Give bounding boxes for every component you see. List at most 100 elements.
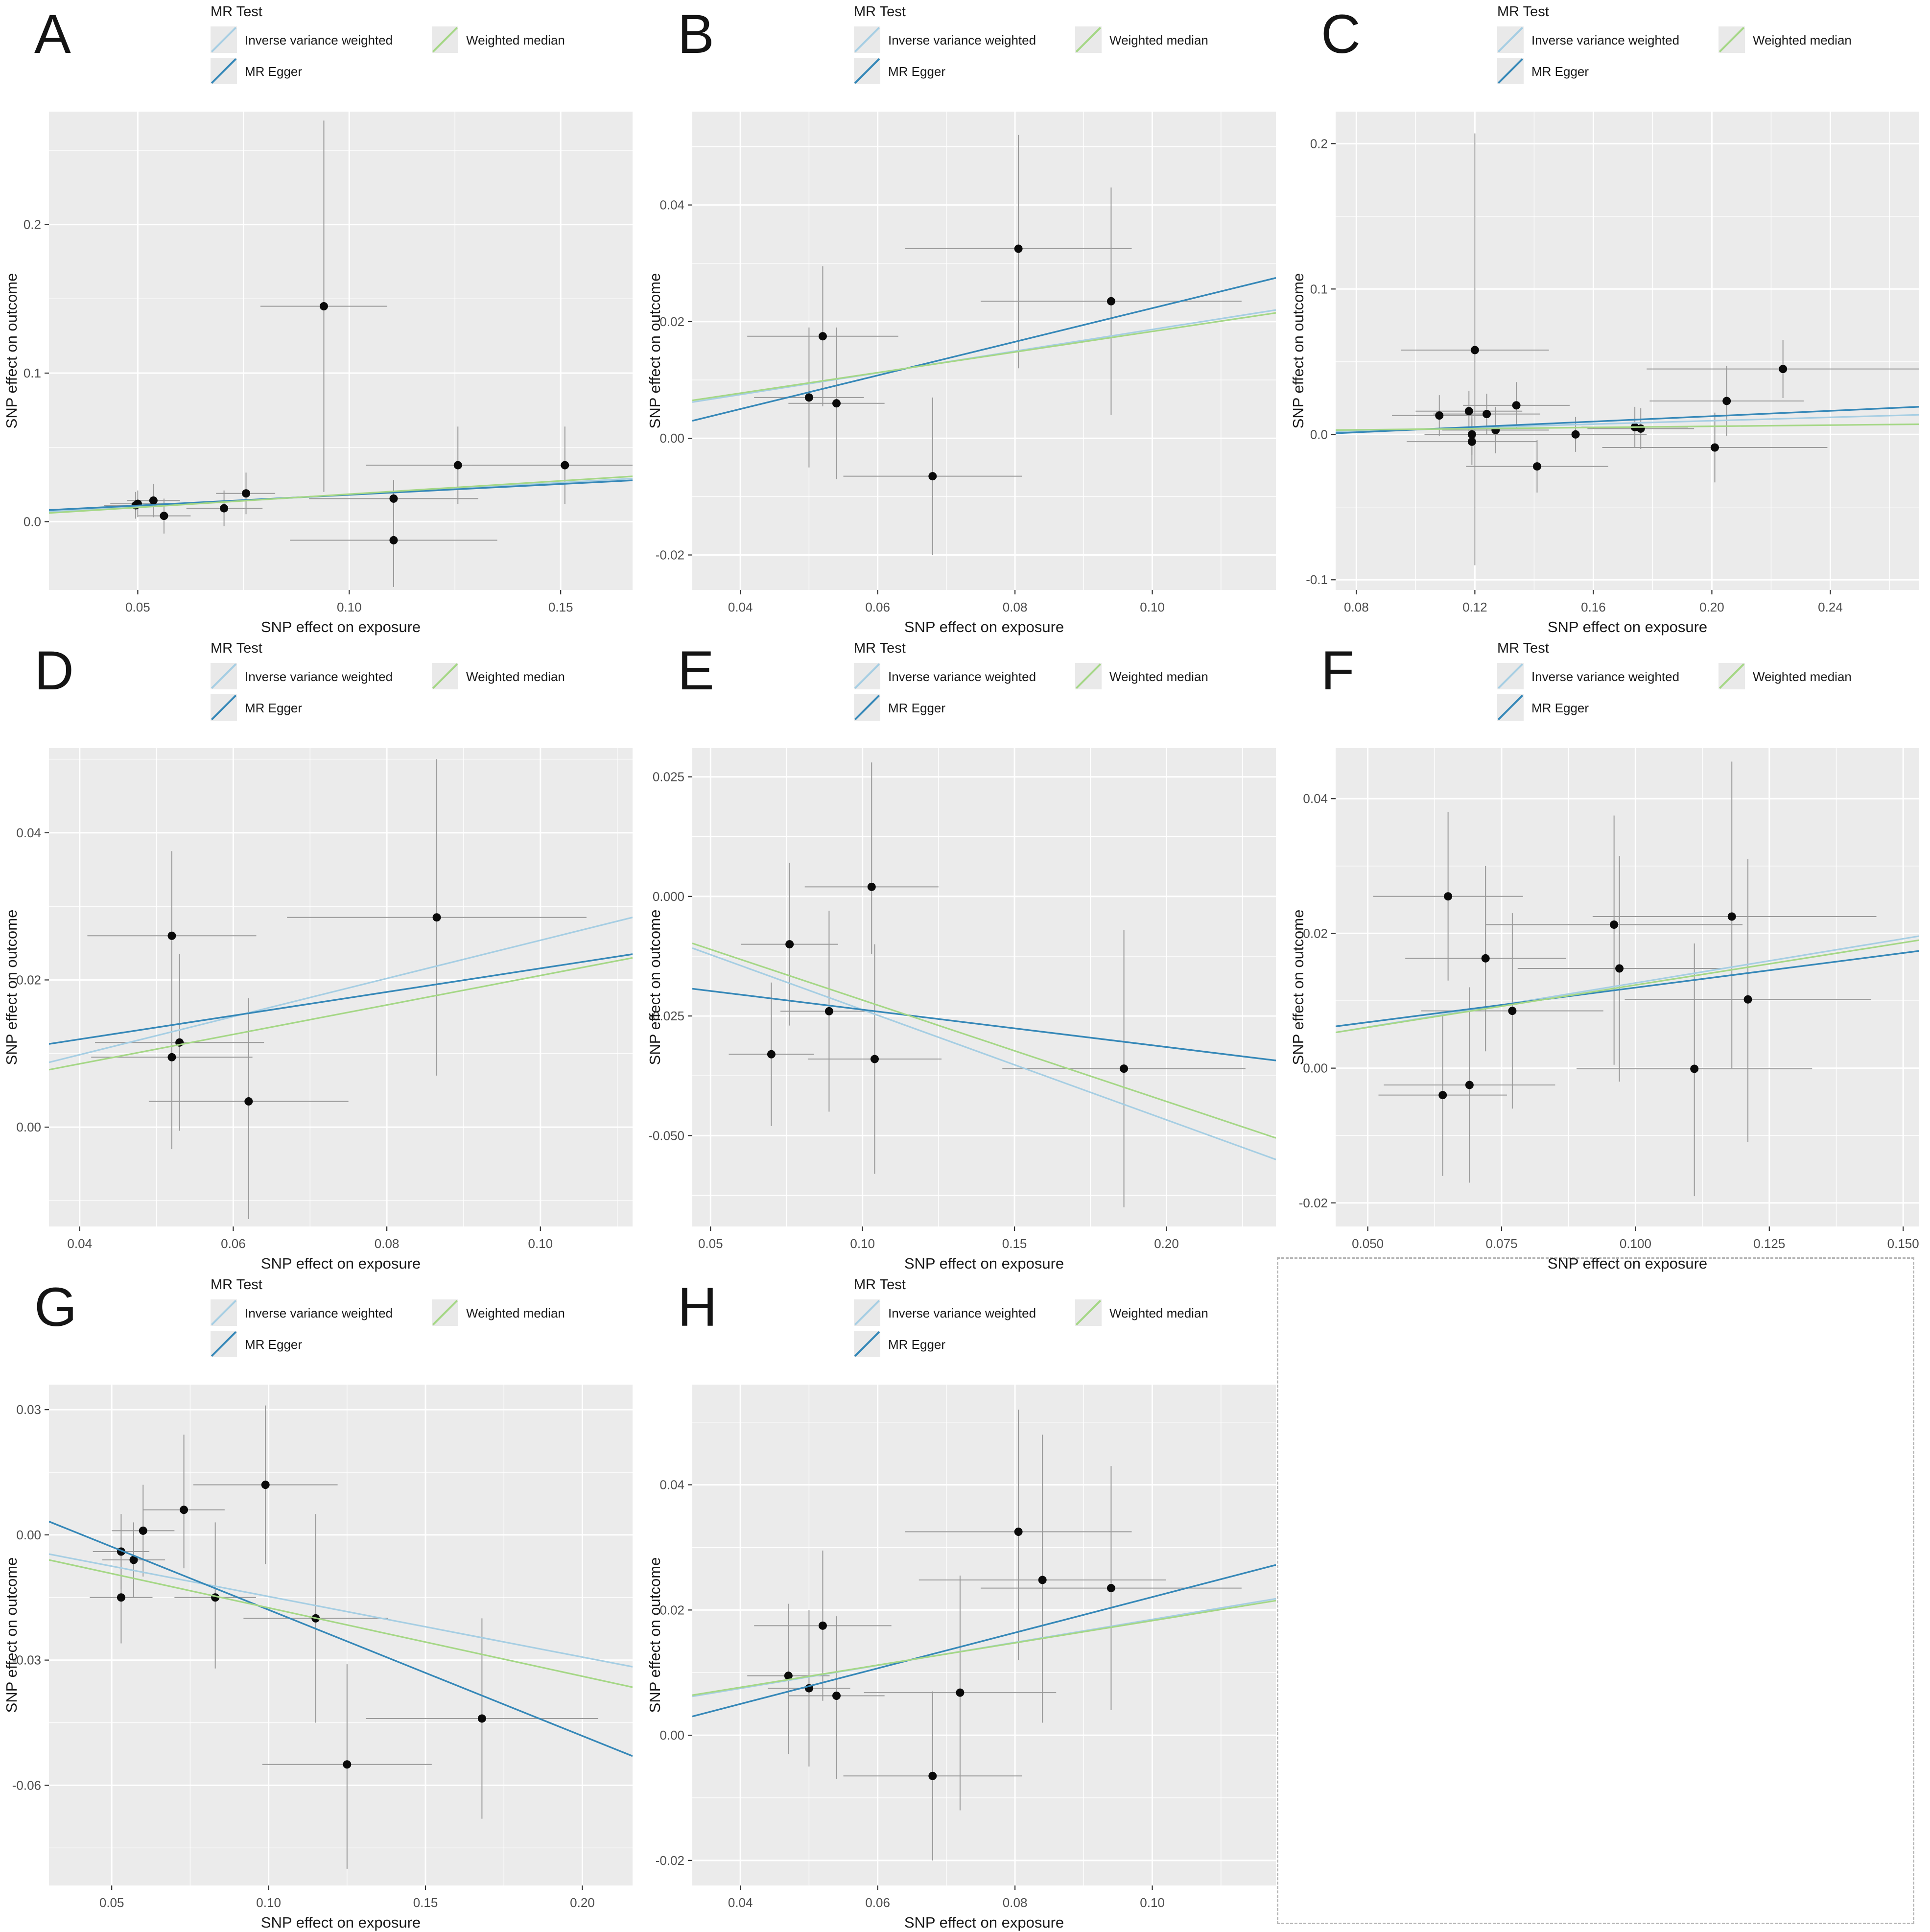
panel-letter: A: [34, 3, 71, 65]
y-axis-label: SNP effect on outcome: [3, 1557, 20, 1713]
ivw-legend-key-icon: [854, 1299, 880, 1326]
snp-point: [867, 882, 876, 891]
snp-point: [1727, 912, 1736, 921]
snp-point: [1106, 297, 1115, 306]
x-tick-label: 0.08: [1003, 1895, 1028, 1910]
snp-point: [1464, 407, 1473, 416]
y-tick-label: -0.1: [1306, 572, 1328, 587]
legend-label-egger: MR Egger: [888, 701, 946, 715]
snp-point: [1014, 244, 1023, 253]
x-tick-label: 0.08: [1003, 600, 1028, 614]
egger-legend-key-icon: [854, 1331, 880, 1357]
panel-g-plot: 0.05 0.10 0.15 0.20 0.03 0.00 -0.03 -0.06 SNP ef…: [3, 1385, 633, 1931]
snp-point: [477, 1714, 486, 1723]
data-layer: [49, 120, 633, 587]
snp-point: [343, 1760, 352, 1769]
data-layer: [1336, 761, 1919, 1197]
ivw-legend-key-icon: [211, 26, 237, 53]
y-axis-label: SNP effect on outcome: [646, 273, 663, 429]
x-tick-label: 0.15: [413, 1895, 438, 1910]
wm-regression-line: [49, 475, 633, 514]
legend-label-egger: MR Egger: [1531, 64, 1589, 79]
ivw-regression-line: [692, 947, 1276, 1160]
snp-point: [1722, 397, 1731, 405]
x-axis-label: SNP effect on exposure: [1548, 618, 1707, 636]
wm-regression-line: [692, 942, 1276, 1139]
ivw-legend-key-icon: [1497, 663, 1524, 689]
snp-point: [832, 1692, 841, 1700]
panel-f-plot: 0.050 0.075 0.100 0.125 0.150 -0.02 0.00 0.02 0.…: [1290, 748, 1919, 1272]
snp-point: [149, 496, 158, 505]
x-tick-label: 0.08: [1344, 600, 1369, 614]
ivw-regression-line: [49, 1553, 633, 1668]
snp-point: [244, 1097, 253, 1106]
egger-regression-line: [692, 1564, 1276, 1718]
egger-legend-key-icon: [854, 58, 880, 84]
snp-point: [818, 1621, 827, 1630]
x-tick-label: 0.10: [1140, 1895, 1165, 1910]
panel-b-plot: 0.04 0.06 0.08 0.10 -0.02 0.00 0.02 0.04 SNP eff…: [646, 112, 1276, 636]
x-tick-label: 0.24: [1818, 600, 1843, 614]
egger-regression-line: [692, 277, 1276, 422]
plot-background: [49, 112, 633, 590]
x-axis-label: SNP effect on exposure: [904, 618, 1064, 636]
x-tick-label: 0.05: [125, 600, 150, 614]
snp-point: [453, 461, 462, 470]
legend-title: MR Test: [211, 640, 262, 656]
snp-point: [1120, 1064, 1129, 1073]
ivw-legend-key-icon: [854, 26, 880, 53]
egger-regression-line: [49, 953, 633, 1045]
plot-background: [49, 1385, 633, 1885]
snp-point: [1444, 892, 1453, 901]
y-axis-label: SNP effect on outcome: [646, 1557, 663, 1713]
legend: MR Test Inverse variance weighted MR Egger…: [1497, 4, 1918, 97]
snp-point: [1465, 1081, 1474, 1089]
x-axis-label: SNP effect on exposure: [261, 1914, 421, 1931]
y-tick-label: -0.02: [656, 548, 684, 563]
legend: MR Test Inverse variance weighted MR Egger…: [211, 4, 632, 97]
snp-point: [956, 1688, 965, 1697]
x-tick-label: 0.125: [1753, 1236, 1785, 1251]
y-tick-label: -0.02: [1299, 1196, 1328, 1210]
legend-title: MR Test: [854, 1277, 906, 1293]
legend-label-wm: Weighted median: [1109, 1306, 1208, 1320]
y-tick-label: 0.025: [653, 770, 684, 784]
plot-background: [1336, 112, 1919, 590]
data-layer: [49, 759, 633, 1219]
snp-point: [139, 1526, 147, 1535]
snp-point: [389, 536, 398, 544]
snp-point: [261, 1481, 270, 1489]
snp-point: [1636, 424, 1645, 433]
y-tick-label: -0.03: [12, 1653, 41, 1668]
snp-point: [784, 1672, 793, 1680]
panel-g: G MR Test Inverse variance weighted MR Egge…: [0, 1273, 643, 1932]
panel-h-plot: 0.04 0.06 0.08 0.10 -0.02 0.00 0.02 0.04 SNP eff…: [646, 1385, 1276, 1931]
x-tick-label: 0.050: [1352, 1236, 1384, 1251]
x-axis-label: SNP effect on exposure: [261, 618, 421, 636]
legend: MR Test Inverse variance weighted MR Egger…: [211, 640, 632, 733]
panel-h: H MR Test Inverse variance weighted MR Egge…: [643, 1273, 1287, 1932]
y-tick-label: -0.06: [12, 1778, 41, 1792]
legend-label-ivw: Inverse variance weighted: [1531, 669, 1680, 684]
plot-background: [49, 748, 633, 1226]
snp-point: [561, 461, 569, 470]
wm-legend-key-icon: [1075, 1299, 1102, 1326]
x-tick-label: 0.10: [337, 600, 362, 614]
snp-point: [319, 302, 328, 310]
x-tick-label: 0.05: [698, 1236, 723, 1251]
wm-regression-line: [692, 1600, 1276, 1696]
snp-point: [1467, 437, 1476, 446]
snp-point: [220, 504, 229, 513]
wm-legend-key-icon: [1718, 663, 1745, 689]
y-axis-label: SNP effect on outcome: [1290, 273, 1307, 429]
snp-point: [1438, 1091, 1447, 1100]
legend-title: MR Test: [854, 4, 906, 20]
x-tick-label: 0.20: [1699, 600, 1724, 614]
snp-point: [824, 1007, 833, 1015]
y-tick-label: 0.00: [659, 1728, 684, 1743]
legend-label-wm: Weighted median: [466, 1306, 565, 1320]
y-tick-label: 0.00: [16, 1528, 41, 1542]
data-layer: [692, 135, 1276, 555]
plot-background: [692, 1385, 1276, 1885]
